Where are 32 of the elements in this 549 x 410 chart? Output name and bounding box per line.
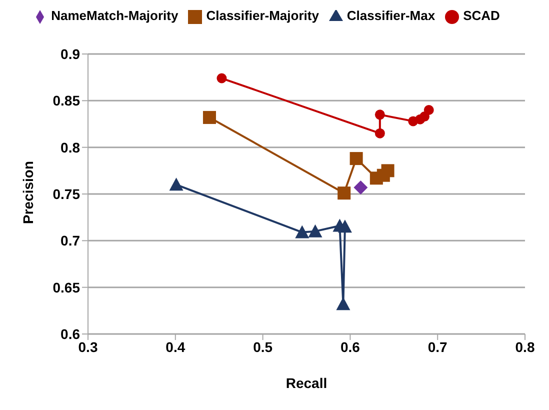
x-tick-label: 0.8	[515, 338, 535, 355]
x-tick-label: 0.5	[253, 338, 273, 355]
x-tick-label: 0.7	[428, 338, 448, 355]
y-tick-label: 0.9	[60, 46, 80, 62]
y-tick-label: 0.6	[60, 326, 80, 342]
point	[216, 73, 227, 84]
point	[338, 220, 352, 233]
x-tick-label: 0.4	[166, 338, 186, 355]
point	[295, 225, 310, 238]
legend-label: NameMatch-Majority	[51, 8, 178, 23]
point	[350, 152, 363, 166]
legend-label: SCAD	[463, 8, 500, 23]
y-tick-label: 0.8	[60, 139, 80, 156]
point	[308, 224, 322, 238]
x-axis-title: Recall	[286, 375, 328, 391]
point	[169, 178, 184, 191]
point	[336, 297, 350, 310]
x-tick-label: 0.3	[78, 338, 98, 355]
point	[374, 110, 385, 120]
point	[202, 110, 216, 124]
legend-label: Classifier-Max	[346, 8, 436, 23]
y-tick-label: 0.65	[52, 279, 80, 296]
y-axis-title: Precision	[20, 160, 36, 224]
legend-label: Classifier-Majority	[206, 8, 319, 23]
y-tick-label: 0.7	[60, 232, 80, 249]
y-tick-label: 0.85	[52, 92, 80, 109]
y-tick-label: 0.75	[52, 186, 80, 202]
point	[338, 186, 351, 200]
point	[354, 180, 368, 194]
x-tick-label: 0.6	[340, 338, 360, 355]
point	[424, 105, 434, 115]
point	[374, 128, 385, 138]
